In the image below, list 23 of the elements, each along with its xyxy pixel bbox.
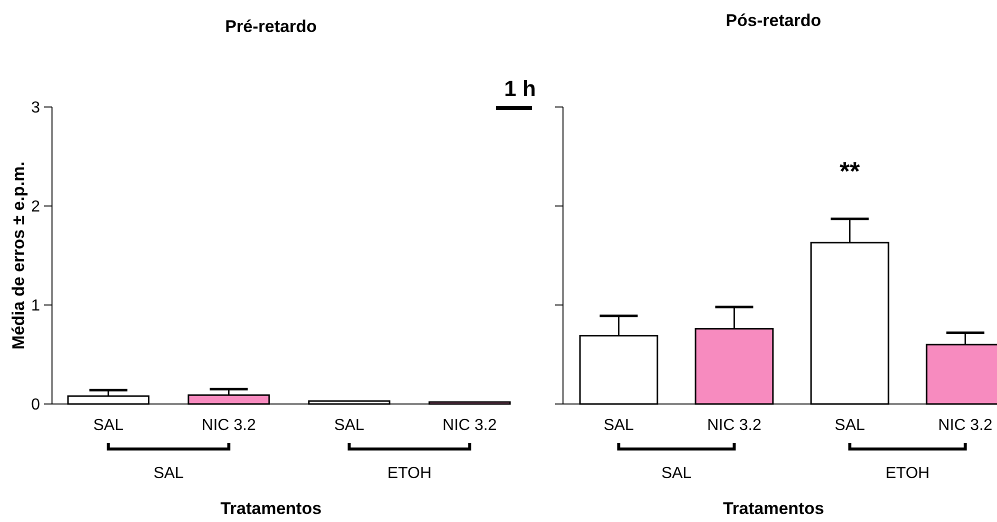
x-tick-label: NIC 3.2 <box>938 417 993 434</box>
x-tick-label: SAL <box>334 417 364 434</box>
text: 1 h <box>504 76 536 101</box>
x-axis-title: Tratamentos <box>220 499 322 518</box>
chart-title: Pré-retardo <box>225 17 317 36</box>
y-tick-label: 3 <box>31 100 40 117</box>
text: ETOH <box>387 465 432 482</box>
text: SAL <box>661 465 692 482</box>
x-tick-label: SAL <box>93 417 124 434</box>
text: ETOH <box>885 465 930 482</box>
y-axis-title: Média de erros ± e.p.m. <box>9 162 28 350</box>
x-tick-label: SAL <box>834 417 865 434</box>
chart-title: Pós-retardo <box>726 11 822 30</box>
x-tick-label: NIC 3.2 <box>707 417 762 434</box>
annotation: ** <box>840 156 861 186</box>
x-tick-label: NIC 3.2 <box>442 417 497 434</box>
y-tick-label: 0 <box>31 396 40 414</box>
y-tick-label: 1 <box>31 298 40 315</box>
x-axis-title: Tratamentos <box>722 499 824 518</box>
y-tick-label: 2 <box>31 198 40 216</box>
x-tick-label: SAL <box>604 417 634 434</box>
x-tick-label: NIC 3.2 <box>202 417 256 434</box>
text: SAL <box>153 465 184 482</box>
